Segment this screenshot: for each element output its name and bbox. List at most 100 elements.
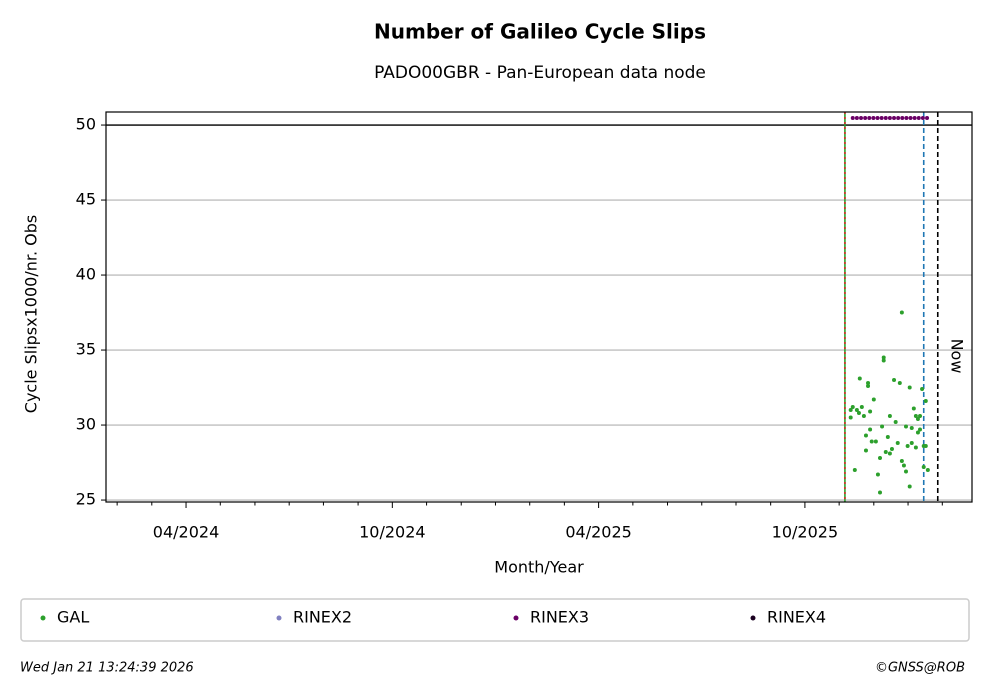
credit: ©GNSS@ROB xyxy=(875,661,965,676)
x-tick-label: 04/2025 xyxy=(565,523,631,542)
y-tick-label: 35 xyxy=(76,340,96,359)
point xyxy=(863,433,868,438)
point xyxy=(875,472,880,477)
point xyxy=(913,445,918,450)
point xyxy=(918,414,923,419)
y-tick-label: 40 xyxy=(76,265,96,284)
point xyxy=(896,116,901,120)
point xyxy=(912,116,917,120)
vertical-line-label: Now xyxy=(947,339,966,374)
point xyxy=(921,465,926,470)
point xyxy=(866,384,871,389)
timestamp: Wed Jan 21 13:24:39 2026 xyxy=(20,661,194,676)
point xyxy=(918,427,923,432)
point xyxy=(848,415,853,420)
point xyxy=(867,116,872,120)
point xyxy=(905,444,910,449)
point xyxy=(913,414,918,419)
point xyxy=(887,414,892,419)
y-tick-label: 50 xyxy=(76,115,96,134)
legend-marker xyxy=(750,615,756,621)
point xyxy=(923,444,928,449)
x-tick-label: 10/2025 xyxy=(772,523,838,542)
point xyxy=(887,116,892,120)
legend-label: RINEX3 xyxy=(530,608,589,627)
point xyxy=(916,116,921,120)
plot-frame xyxy=(105,111,973,503)
point xyxy=(856,411,861,416)
chart-subtitle: PADO00GBR - Pan-European data node xyxy=(374,63,706,83)
point xyxy=(892,378,897,383)
x-tick-label: 04/2024 xyxy=(153,523,219,542)
point xyxy=(915,430,920,435)
point xyxy=(869,439,874,444)
x-axis-label: Month/Year xyxy=(494,558,584,577)
point xyxy=(877,490,882,495)
point xyxy=(889,447,894,452)
y-tick-label: 30 xyxy=(76,415,96,434)
point xyxy=(868,427,873,432)
point xyxy=(881,355,886,360)
point xyxy=(899,459,904,464)
point xyxy=(857,376,862,381)
point xyxy=(883,116,888,120)
point xyxy=(909,426,914,431)
point xyxy=(871,397,876,402)
point xyxy=(923,399,928,404)
point xyxy=(854,408,859,413)
point xyxy=(880,424,885,429)
point xyxy=(848,408,853,413)
point xyxy=(904,116,909,120)
y-tick-label: 25 xyxy=(76,490,96,509)
point xyxy=(877,456,882,461)
point xyxy=(881,358,886,363)
point xyxy=(883,450,888,455)
point xyxy=(852,468,857,473)
point xyxy=(863,448,868,453)
point xyxy=(901,463,906,468)
point xyxy=(868,409,873,414)
legend-label: RINEX2 xyxy=(293,608,352,627)
point xyxy=(871,116,876,120)
point xyxy=(854,116,859,120)
point xyxy=(925,468,930,473)
point xyxy=(885,435,890,440)
point xyxy=(907,484,912,489)
point xyxy=(893,420,898,425)
legend-marker xyxy=(513,615,519,621)
point xyxy=(850,405,855,410)
point xyxy=(850,116,855,120)
point xyxy=(903,469,908,474)
point xyxy=(897,381,902,386)
point xyxy=(908,116,913,120)
point xyxy=(895,441,900,446)
point xyxy=(887,451,892,456)
legend-label: RINEX4 xyxy=(767,608,826,627)
legend-marker xyxy=(40,615,46,621)
point xyxy=(925,116,930,120)
point xyxy=(879,116,884,120)
point xyxy=(920,116,925,120)
point xyxy=(863,116,868,120)
point xyxy=(899,310,904,315)
point xyxy=(875,116,880,120)
point xyxy=(873,439,878,444)
chart-title: Number of Galileo Cycle Slips xyxy=(374,20,706,44)
legend-box xyxy=(20,598,970,642)
point xyxy=(859,116,864,120)
point xyxy=(866,381,871,386)
point xyxy=(861,414,866,419)
point xyxy=(915,417,920,422)
x-tick-label: 10/2024 xyxy=(359,523,425,542)
y-axis-label: Cycle Slipsx1000/nr. Obs xyxy=(22,215,41,413)
point xyxy=(859,405,864,410)
point xyxy=(903,424,908,429)
point xyxy=(907,385,912,390)
y-tick-label: 45 xyxy=(76,190,96,209)
point xyxy=(900,116,905,120)
legend-marker xyxy=(276,615,282,621)
point xyxy=(892,116,897,120)
point xyxy=(911,406,916,411)
legend-label: GAL xyxy=(57,608,89,627)
